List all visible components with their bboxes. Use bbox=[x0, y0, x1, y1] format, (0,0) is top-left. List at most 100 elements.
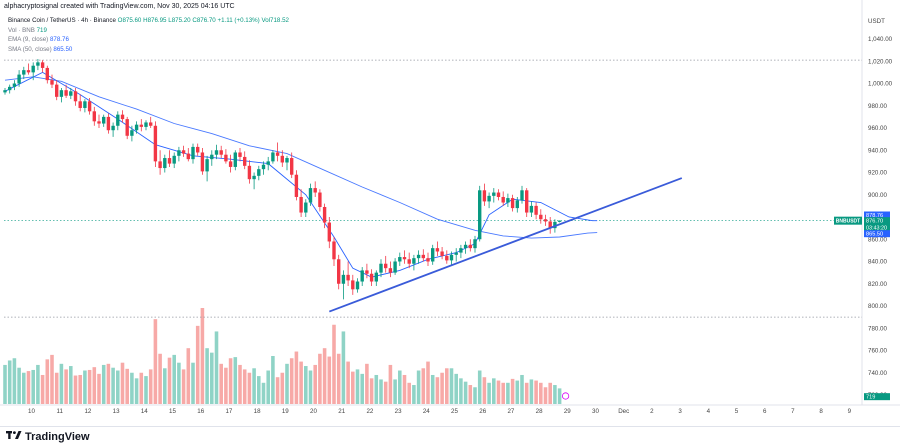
volume-bar bbox=[238, 364, 242, 404]
tradingview-logo[interactable]: TradingView bbox=[6, 430, 90, 443]
legend-vol-row[interactable]: Vol · BNB 719 bbox=[8, 26, 289, 36]
candle-body bbox=[496, 192, 501, 197]
volume-bar bbox=[388, 364, 393, 404]
time-tick-label: 12 bbox=[84, 408, 91, 415]
legend-volume: Vol718.52 bbox=[261, 17, 289, 24]
candle-body bbox=[224, 154, 228, 162]
candle-body bbox=[106, 116, 111, 131]
candle-body bbox=[360, 270, 364, 282]
volume-bar bbox=[435, 377, 440, 404]
candle-body bbox=[506, 198, 510, 203]
candle-body bbox=[22, 70, 26, 75]
candle-body bbox=[332, 241, 336, 260]
volume-bar bbox=[3, 364, 7, 404]
legend-low: L875.20 bbox=[168, 17, 191, 24]
volume-bar bbox=[271, 356, 275, 404]
candle-body bbox=[435, 248, 440, 252]
volume-bar bbox=[543, 387, 548, 404]
time-tick-label: 20 bbox=[310, 408, 317, 415]
time-tick-label: 23 bbox=[395, 408, 402, 415]
volume-bar bbox=[266, 370, 270, 404]
time-tick-label: 27 bbox=[507, 408, 514, 415]
candle-body bbox=[304, 202, 308, 213]
candle-body bbox=[543, 219, 548, 222]
volume-bar bbox=[97, 373, 101, 404]
volume-bar bbox=[548, 382, 552, 404]
volume-bar bbox=[163, 368, 167, 404]
candle-body bbox=[83, 101, 87, 108]
sma-50-line bbox=[4, 76, 598, 239]
legend-change: +1.11 (+0.13%) bbox=[217, 17, 260, 24]
candle-body bbox=[228, 161, 233, 167]
ema-price-label-box bbox=[864, 211, 890, 219]
time-tick-label: 10 bbox=[28, 408, 35, 415]
candle-body bbox=[17, 74, 21, 84]
candle-body bbox=[454, 252, 458, 255]
volume-bar bbox=[59, 363, 64, 404]
time-tick-label: 4 bbox=[707, 408, 711, 415]
volume-bar bbox=[134, 378, 139, 404]
legend-symbol-title[interactable]: Binance Coin / TetherUS · 4h · Binance bbox=[8, 17, 116, 24]
volume-bar bbox=[336, 353, 341, 404]
candle-body bbox=[3, 90, 7, 93]
candle-body bbox=[440, 251, 444, 256]
volume-bar bbox=[463, 381, 468, 404]
event-marker-icon[interactable] bbox=[561, 392, 570, 400]
price-tick-label: 980.00 bbox=[868, 103, 887, 110]
candle-body bbox=[257, 169, 261, 176]
candle-body bbox=[78, 101, 82, 108]
volume-bar bbox=[501, 382, 505, 404]
candle-body bbox=[186, 153, 190, 160]
time-tick-label: 19 bbox=[282, 408, 289, 415]
volume-bar bbox=[332, 324, 336, 404]
chart-caption: alphacryptosignal created with TradingVi… bbox=[4, 3, 235, 10]
candle-body bbox=[294, 174, 299, 197]
trendline[interactable] bbox=[328, 177, 683, 313]
volume-bar bbox=[186, 348, 191, 404]
volume-bar bbox=[304, 366, 308, 404]
price-chart[interactable]: 1,040.00 1,020.00 1,000.00 980.00 960.00 940.… bbox=[0, 0, 900, 426]
candle-body bbox=[8, 86, 12, 91]
volume-bar bbox=[106, 363, 111, 404]
candle-body bbox=[421, 254, 425, 259]
candle-body bbox=[351, 280, 355, 290]
candle-body bbox=[525, 190, 529, 213]
volume-bar bbox=[87, 369, 92, 404]
price-tick-label: 820.00 bbox=[868, 281, 887, 288]
candle-body bbox=[308, 188, 313, 203]
price-tick-label: 740.00 bbox=[868, 370, 887, 377]
volume-bar bbox=[402, 374, 407, 404]
volume-bar bbox=[181, 369, 186, 404]
volume-bar bbox=[120, 362, 125, 404]
candle-body bbox=[116, 114, 120, 126]
candle-body bbox=[69, 91, 73, 96]
candle-body bbox=[445, 255, 449, 261]
volume-bar bbox=[92, 367, 97, 404]
volume-axis-label-box bbox=[864, 393, 890, 401]
volume-bar bbox=[351, 371, 355, 404]
volume-bar bbox=[318, 353, 322, 404]
volume-bar bbox=[299, 361, 303, 404]
volume-bar bbox=[69, 366, 73, 404]
volume-bar bbox=[520, 374, 524, 404]
ema-price-label: 878.76 bbox=[866, 213, 883, 219]
time-tick-label: 22 bbox=[366, 408, 373, 415]
candle-body bbox=[369, 273, 374, 282]
candle-body bbox=[172, 155, 176, 164]
volume-bar bbox=[167, 357, 172, 404]
candle-body bbox=[247, 165, 252, 180]
candle-body bbox=[487, 195, 491, 202]
volume-bar bbox=[360, 373, 364, 404]
volume-bar bbox=[233, 357, 238, 404]
legend-sma-row[interactable]: SMA (50, close) 865.50 bbox=[8, 45, 289, 55]
volume-bar bbox=[280, 372, 285, 404]
volume-bar bbox=[327, 356, 332, 404]
legend-ema-row[interactable]: EMA (9, close) 878.76 bbox=[8, 35, 289, 45]
time-tick-label: 28 bbox=[536, 408, 543, 415]
time-tick-label: 26 bbox=[479, 408, 486, 415]
candle-body bbox=[261, 164, 266, 170]
volume-bar bbox=[459, 378, 463, 404]
candle-body bbox=[266, 161, 270, 165]
candle-body bbox=[393, 261, 397, 273]
volume-bar bbox=[473, 387, 477, 404]
